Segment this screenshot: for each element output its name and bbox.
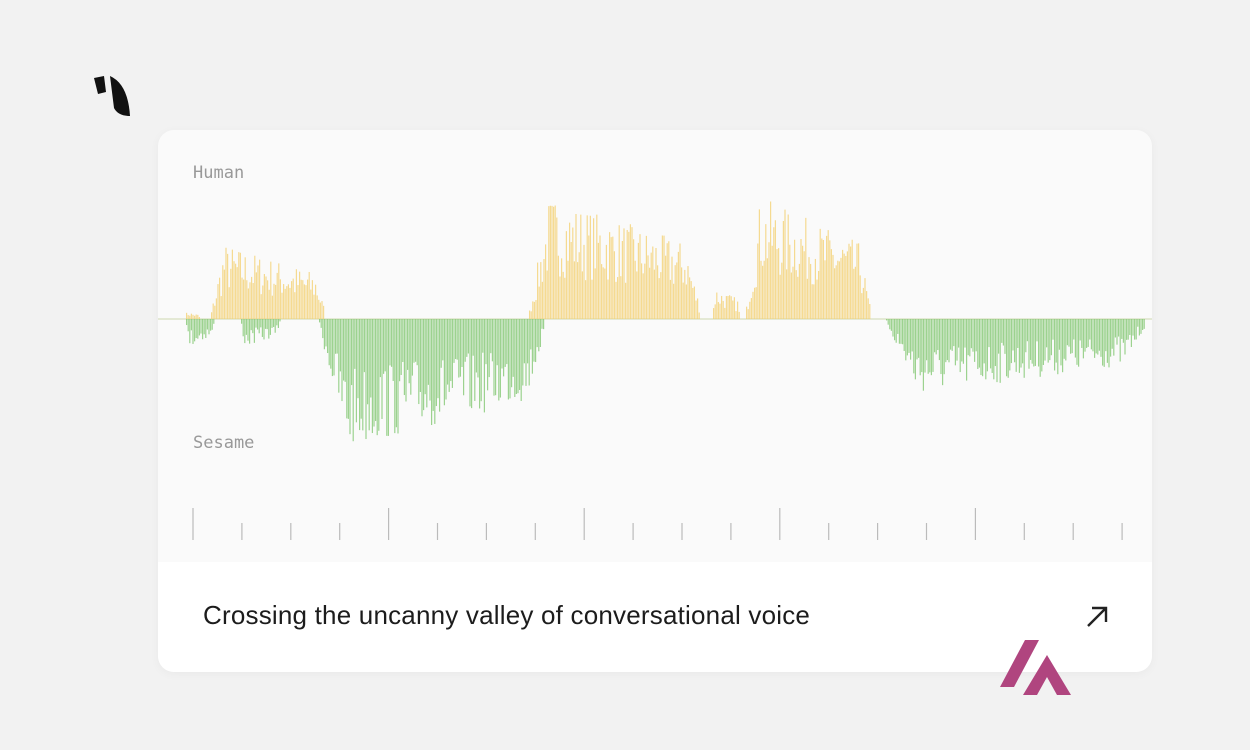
bottom-label: Sesame xyxy=(193,433,254,453)
top-label: Human xyxy=(193,163,244,183)
card-footer: Crossing the uncanny valley of conversat… xyxy=(158,562,1152,672)
card[interactable]: Human Sesame Crossing the uncanny valley… xyxy=(158,130,1152,672)
arrow-icon[interactable] xyxy=(1083,602,1113,632)
watermark xyxy=(1000,640,1071,695)
card-title: Crossing the uncanny valley of conversat… xyxy=(203,600,811,630)
logo xyxy=(94,76,130,116)
waveform: Human Sesame xyxy=(158,163,1152,540)
